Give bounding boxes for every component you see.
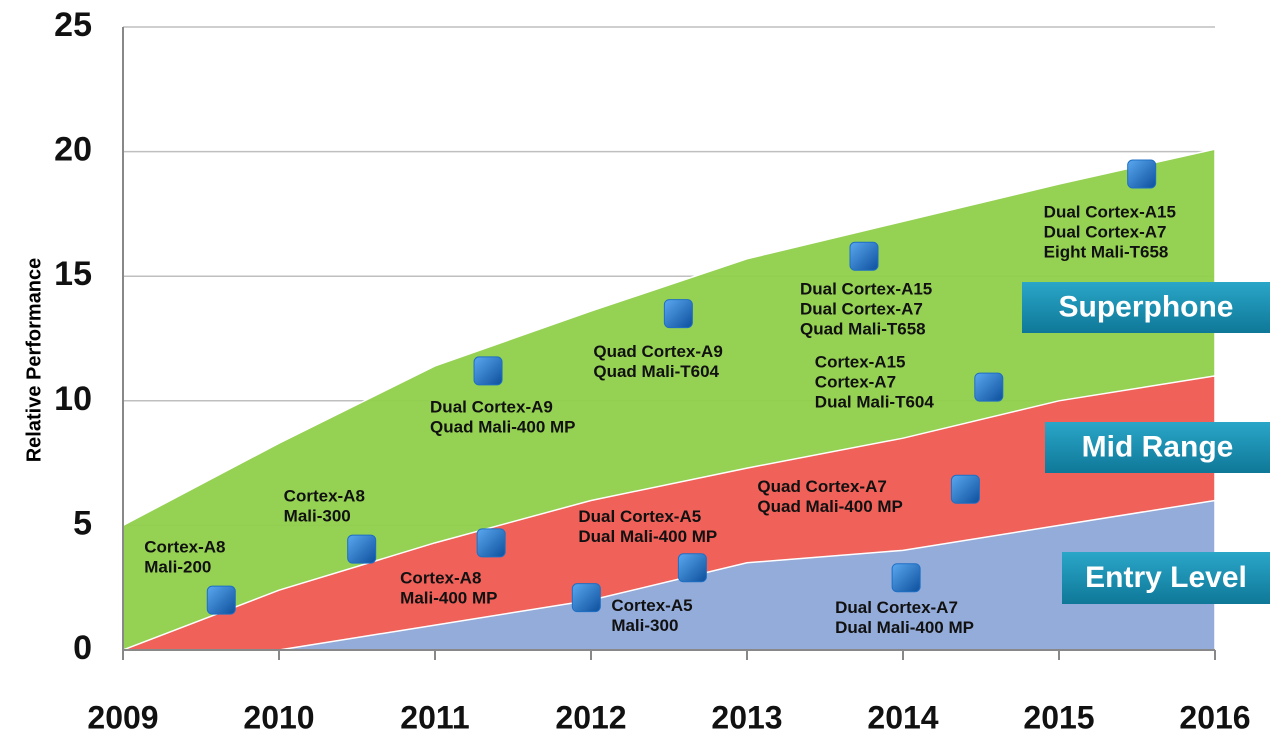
point-label-line: Mali-400 MP [400,588,497,607]
point-label-line: Quad Mali-400 MP [757,497,902,516]
point-label-line: Quad Mali-T658 [800,320,926,339]
x-tick-label: 2009 [87,699,158,735]
y-tick-label: 0 [73,629,92,667]
y-tick-label: 5 [73,504,92,542]
point-label-line: Dual Cortex-A7 [800,300,923,319]
point-marker [347,534,377,564]
x-tick-label: 2015 [1023,699,1094,735]
point-label-line: Dual Cortex-A15 [800,280,932,299]
y-tick-label: 10 [54,380,92,418]
y-axis-label: Relative Performance [23,258,45,463]
point-label-line: Dual Cortex-A15 [1044,203,1176,222]
point-label-line: Mali-300 [284,507,351,526]
point-label-line: Cortex-A8 [400,568,481,587]
legend-label: Mid Range [1082,430,1234,463]
point-marker [677,553,707,583]
legend-label: Entry Level [1085,561,1247,594]
x-tick-label: 2010 [243,699,314,735]
x-tick-label: 2013 [711,699,782,735]
point-label-line: Cortex-A8 [144,538,225,557]
point-label-line: Mali-300 [611,616,678,635]
point-label-line: Dual Mali-400 MP [835,618,974,637]
point-marker [950,474,980,504]
legend-box [1062,552,1270,604]
point-marker [473,356,503,386]
point-label-line: Dual Cortex-A7 [835,598,958,617]
point-label-line: Mali-200 [144,558,211,577]
point-label-line: Dual Mali-400 MP [578,527,717,546]
point-label-line: Cortex-A8 [284,487,365,506]
point-marker [571,583,601,613]
y-tick-label: 20 [54,131,92,169]
legend-label: Superphone [1058,290,1233,323]
point-marker [891,563,921,593]
point-marker [849,241,879,271]
point-marker [476,528,506,558]
y-tick-label: 15 [54,255,92,293]
x-tick-label: 2012 [555,699,626,735]
x-tick-label: 2014 [867,699,938,735]
point-marker [1127,159,1157,189]
point-marker [974,372,1004,402]
point-label-line: Cortex-A7 [815,373,896,392]
point-label-line: Dual Cortex-A9 [430,397,553,416]
point-label-line: Eight Mali-T658 [1044,243,1169,262]
point-marker [663,299,693,329]
x-tick-label: 2016 [1179,699,1250,735]
point-label-line: Quad Cortex-A7 [757,477,886,496]
point-label-line: Dual Cortex-A7 [1044,223,1167,242]
point-label-line: Quad Mali-400 MP [430,417,575,436]
y-tick-label: 25 [54,6,92,44]
point-label-line: Dual Mali-T604 [815,393,935,412]
point-label-line: Quad Mali-T604 [593,362,719,381]
legend-box [1045,422,1270,473]
point-label-line: Quad Cortex-A9 [593,342,722,361]
point-marker [206,585,236,615]
point-label-line: Cortex-A5 [611,596,692,615]
legend-box [1022,282,1270,333]
point-label-line: Dual Cortex-A5 [578,507,701,526]
point-label-line: Cortex-A15 [815,353,906,372]
x-tick-label: 2011 [400,699,469,735]
